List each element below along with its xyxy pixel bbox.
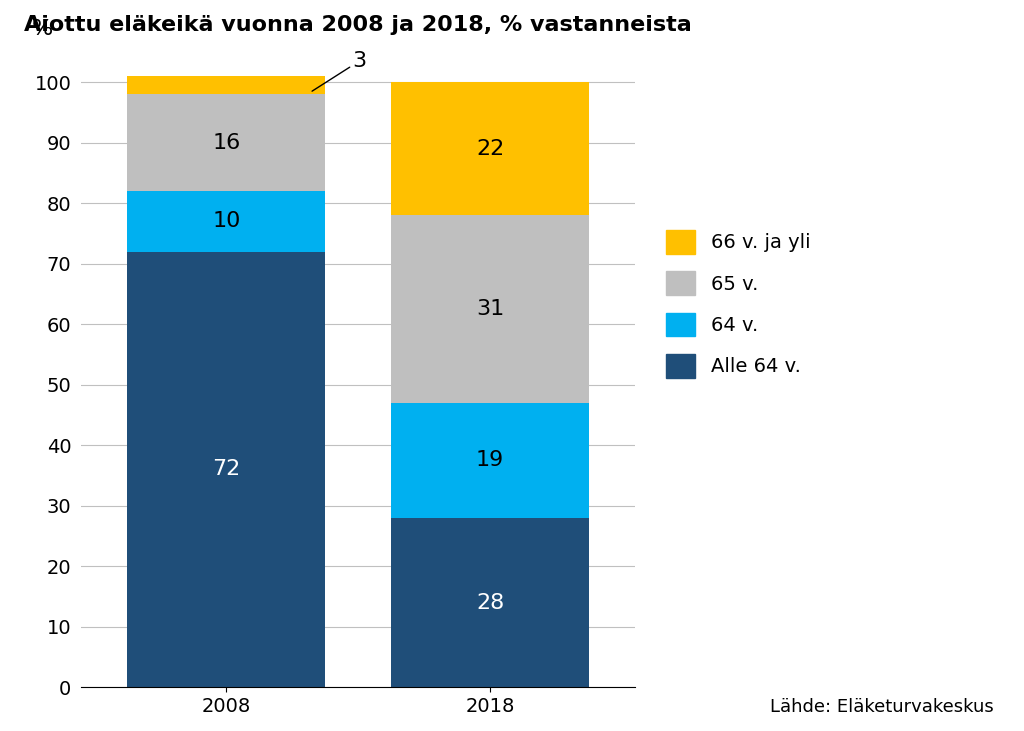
Y-axis label: %: % [32, 19, 53, 39]
Bar [391, 82, 589, 215]
Text: 10: 10 [212, 211, 241, 231]
Text: 19: 19 [476, 450, 504, 470]
Title: Aiottu eläkeikä vuonna 2008 ja 2018, % vastanneista: Aiottu eläkeikä vuonna 2008 ja 2018, % v… [25, 15, 692, 35]
Legend: 66 v. ja yli, 65 v., 64 v., Alle 64 v.: 66 v. ja yli, 65 v., 64 v., Alle 64 v. [656, 221, 820, 387]
Text: Lähde: Eläketurvakeskus: Lähde: Eläketurvakeskus [769, 698, 993, 716]
Bar [127, 76, 326, 94]
Text: 28: 28 [476, 593, 504, 613]
Bar [127, 94, 326, 191]
Bar [127, 251, 326, 687]
Text: 31: 31 [476, 299, 504, 319]
Text: 72: 72 [212, 459, 241, 480]
Bar [127, 191, 326, 251]
Bar [391, 518, 589, 687]
Text: 22: 22 [476, 139, 504, 159]
Bar [391, 403, 589, 518]
Bar [391, 215, 589, 403]
Text: 3: 3 [312, 51, 367, 91]
Text: 16: 16 [212, 132, 241, 153]
